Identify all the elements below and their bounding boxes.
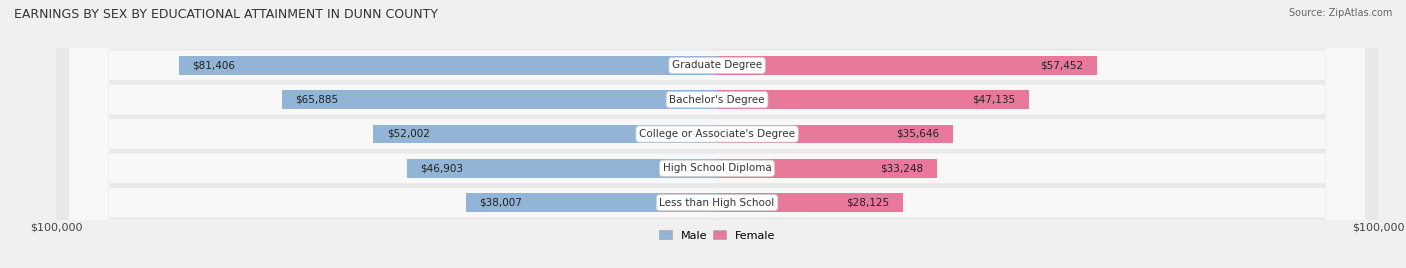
FancyBboxPatch shape: [69, 0, 1365, 268]
Bar: [717, 159, 936, 178]
Text: College or Associate's Degree: College or Associate's Degree: [640, 129, 794, 139]
Bar: [717, 125, 953, 143]
Bar: [717, 193, 903, 212]
FancyBboxPatch shape: [56, 0, 1378, 268]
Bar: [281, 90, 717, 109]
FancyBboxPatch shape: [69, 0, 1365, 268]
Text: $81,406: $81,406: [193, 60, 235, 70]
Bar: [717, 90, 1029, 109]
FancyBboxPatch shape: [69, 0, 1365, 268]
Text: $33,248: $33,248: [880, 163, 924, 173]
Text: $35,646: $35,646: [896, 129, 939, 139]
Bar: [408, 159, 717, 178]
Text: $38,007: $38,007: [479, 198, 522, 208]
Bar: [465, 193, 717, 212]
Bar: [179, 56, 717, 75]
Text: $52,002: $52,002: [387, 129, 429, 139]
Text: Source: ZipAtlas.com: Source: ZipAtlas.com: [1288, 8, 1392, 18]
Text: $46,903: $46,903: [420, 163, 464, 173]
FancyBboxPatch shape: [56, 0, 1378, 268]
FancyBboxPatch shape: [56, 0, 1378, 268]
Text: $28,125: $28,125: [846, 198, 890, 208]
FancyBboxPatch shape: [56, 0, 1378, 268]
FancyBboxPatch shape: [69, 0, 1365, 268]
Text: $57,452: $57,452: [1040, 60, 1084, 70]
Text: Bachelor's Degree: Bachelor's Degree: [669, 95, 765, 105]
Bar: [374, 125, 717, 143]
Text: High School Diploma: High School Diploma: [662, 163, 772, 173]
FancyBboxPatch shape: [69, 0, 1365, 268]
Text: EARNINGS BY SEX BY EDUCATIONAL ATTAINMENT IN DUNN COUNTY: EARNINGS BY SEX BY EDUCATIONAL ATTAINMEN…: [14, 8, 439, 21]
Text: Graduate Degree: Graduate Degree: [672, 60, 762, 70]
Bar: [717, 56, 1097, 75]
Text: $65,885: $65,885: [295, 95, 337, 105]
Legend: Male, Female: Male, Female: [654, 226, 780, 245]
Text: $47,135: $47,135: [972, 95, 1015, 105]
Text: Less than High School: Less than High School: [659, 198, 775, 208]
FancyBboxPatch shape: [56, 0, 1378, 268]
